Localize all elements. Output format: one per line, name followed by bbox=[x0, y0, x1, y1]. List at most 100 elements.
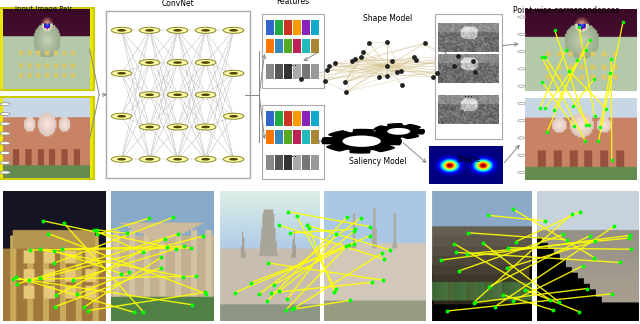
Text: Saliency Model: Saliency Model bbox=[349, 157, 406, 166]
Point bbox=[392, 70, 402, 75]
Text: Shape Model: Shape Model bbox=[363, 14, 412, 23]
Circle shape bbox=[173, 93, 182, 96]
Circle shape bbox=[201, 93, 210, 96]
Point bbox=[324, 64, 334, 69]
Circle shape bbox=[387, 128, 410, 135]
Circle shape bbox=[229, 158, 238, 160]
Circle shape bbox=[145, 126, 154, 128]
Text: Saliency: Saliency bbox=[449, 201, 482, 210]
Point bbox=[340, 89, 351, 94]
FancyBboxPatch shape bbox=[262, 105, 324, 179]
Circle shape bbox=[518, 68, 525, 70]
FancyBboxPatch shape bbox=[266, 155, 274, 169]
Circle shape bbox=[173, 29, 182, 32]
FancyBboxPatch shape bbox=[292, 155, 301, 169]
Circle shape bbox=[173, 158, 182, 160]
FancyBboxPatch shape bbox=[292, 111, 301, 126]
FancyBboxPatch shape bbox=[311, 64, 319, 78]
Circle shape bbox=[0, 122, 10, 125]
Point bbox=[382, 73, 392, 78]
Circle shape bbox=[140, 92, 160, 98]
FancyBboxPatch shape bbox=[284, 111, 292, 126]
Circle shape bbox=[111, 70, 132, 76]
Circle shape bbox=[140, 60, 160, 65]
FancyBboxPatch shape bbox=[302, 64, 310, 78]
Point bbox=[428, 75, 438, 80]
FancyBboxPatch shape bbox=[275, 39, 283, 53]
Point bbox=[347, 59, 357, 64]
Circle shape bbox=[0, 151, 10, 155]
FancyBboxPatch shape bbox=[311, 20, 319, 35]
FancyBboxPatch shape bbox=[0, 8, 94, 90]
FancyBboxPatch shape bbox=[284, 20, 292, 35]
FancyBboxPatch shape bbox=[275, 64, 283, 78]
FancyBboxPatch shape bbox=[292, 64, 301, 78]
Text: Point wise correspondences: Point wise correspondences bbox=[513, 6, 619, 15]
Circle shape bbox=[145, 158, 154, 160]
Text: Input Image Pair: Input Image Pair bbox=[15, 6, 72, 12]
Point bbox=[470, 70, 480, 75]
Circle shape bbox=[518, 171, 525, 174]
Circle shape bbox=[201, 126, 210, 128]
Point bbox=[350, 56, 360, 62]
Circle shape bbox=[117, 29, 126, 32]
FancyBboxPatch shape bbox=[302, 39, 310, 53]
Point bbox=[468, 58, 478, 63]
Point bbox=[408, 54, 419, 59]
FancyBboxPatch shape bbox=[106, 11, 250, 178]
FancyBboxPatch shape bbox=[284, 64, 292, 78]
Circle shape bbox=[0, 112, 10, 116]
FancyBboxPatch shape bbox=[292, 39, 301, 53]
FancyBboxPatch shape bbox=[275, 130, 283, 144]
Circle shape bbox=[145, 61, 154, 64]
Circle shape bbox=[195, 92, 216, 98]
FancyBboxPatch shape bbox=[311, 39, 319, 53]
Point bbox=[364, 40, 374, 46]
Circle shape bbox=[518, 51, 525, 53]
FancyBboxPatch shape bbox=[311, 111, 319, 126]
Point bbox=[356, 54, 366, 59]
Circle shape bbox=[140, 124, 160, 130]
Circle shape bbox=[167, 156, 188, 162]
FancyBboxPatch shape bbox=[292, 20, 301, 35]
Circle shape bbox=[223, 156, 244, 162]
Circle shape bbox=[140, 156, 160, 162]
Point bbox=[322, 68, 332, 73]
FancyBboxPatch shape bbox=[311, 155, 319, 169]
Point bbox=[382, 40, 392, 45]
Circle shape bbox=[0, 161, 10, 164]
FancyBboxPatch shape bbox=[275, 20, 283, 35]
Point bbox=[453, 54, 463, 59]
Point bbox=[431, 71, 442, 76]
FancyBboxPatch shape bbox=[275, 111, 283, 126]
Point bbox=[330, 60, 340, 65]
Point bbox=[296, 76, 306, 81]
Circle shape bbox=[518, 16, 525, 18]
Circle shape bbox=[229, 72, 238, 75]
FancyBboxPatch shape bbox=[0, 97, 94, 179]
Circle shape bbox=[223, 113, 244, 119]
Point bbox=[340, 79, 351, 85]
Circle shape bbox=[111, 113, 132, 119]
FancyBboxPatch shape bbox=[292, 130, 301, 144]
Circle shape bbox=[342, 135, 381, 147]
FancyBboxPatch shape bbox=[284, 39, 292, 53]
Circle shape bbox=[518, 102, 525, 105]
Circle shape bbox=[195, 27, 216, 33]
Circle shape bbox=[117, 115, 126, 118]
Circle shape bbox=[201, 61, 210, 64]
Text: ...: ... bbox=[288, 149, 298, 159]
Circle shape bbox=[195, 156, 216, 162]
FancyBboxPatch shape bbox=[266, 130, 274, 144]
Circle shape bbox=[518, 33, 525, 35]
Circle shape bbox=[0, 171, 10, 174]
Circle shape bbox=[167, 124, 188, 130]
Circle shape bbox=[229, 115, 238, 118]
Point bbox=[396, 69, 406, 74]
Point bbox=[449, 64, 460, 69]
Circle shape bbox=[167, 92, 188, 98]
Point bbox=[411, 57, 421, 62]
Polygon shape bbox=[373, 124, 424, 139]
Point bbox=[374, 74, 385, 79]
Circle shape bbox=[0, 142, 10, 145]
